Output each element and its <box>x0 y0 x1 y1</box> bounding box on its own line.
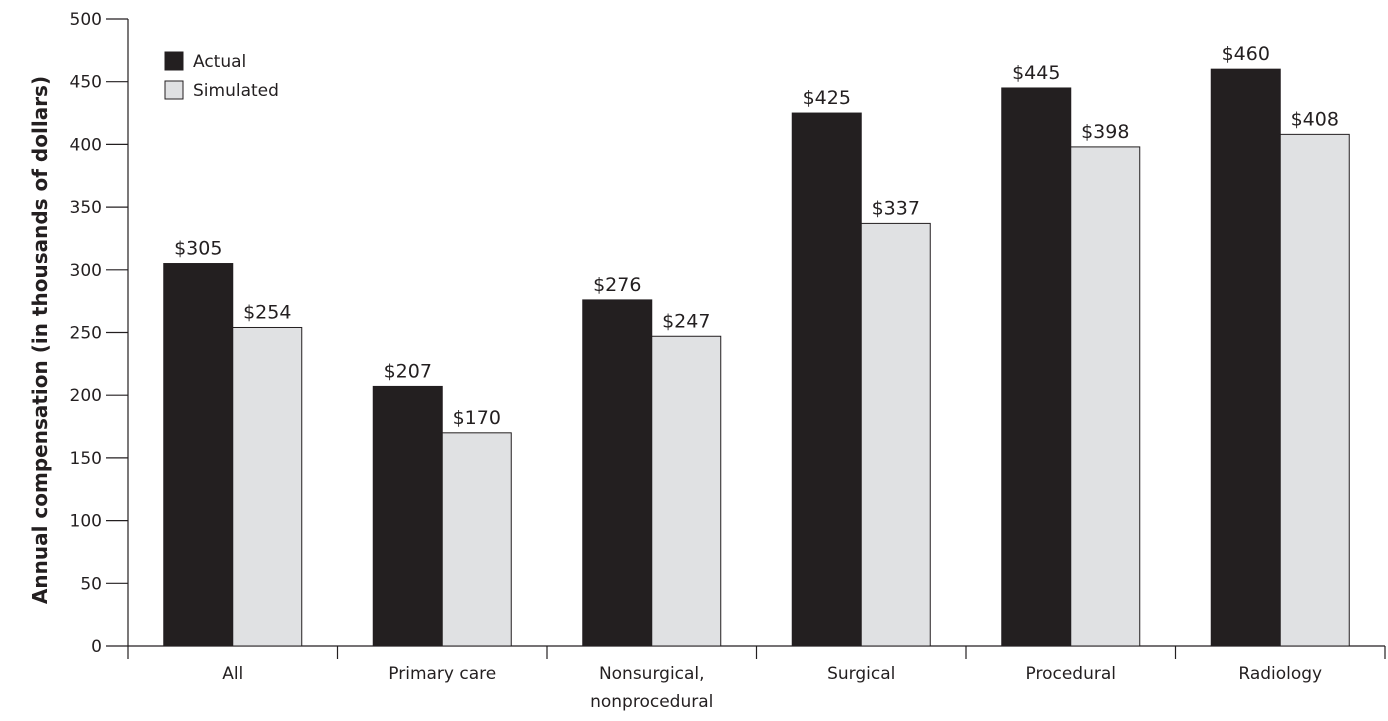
data-label: $337 <box>872 197 920 219</box>
x-category-label-line: All <box>222 664 243 684</box>
data-label: $305 <box>174 238 222 260</box>
x-category-label: Procedural <box>1026 664 1116 684</box>
y-tick-label: 200 <box>70 386 102 406</box>
bar-actual <box>791 112 862 647</box>
bars <box>163 68 1350 647</box>
bar-actual <box>1001 87 1072 647</box>
y-tick-label: 300 <box>70 261 102 281</box>
legend: Actual Simulated <box>164 51 279 101</box>
bar-simulated <box>1279 133 1350 647</box>
x-category-label-line: nonprocedural <box>590 692 713 712</box>
bar-simulated <box>441 432 512 647</box>
bar-actual <box>582 299 653 647</box>
x-category-label-line: Surgical <box>827 664 895 684</box>
y-tick-label: 150 <box>70 449 102 469</box>
x-category-label: Radiology <box>1238 664 1322 684</box>
x-category-label-line: Nonsurgical, <box>599 664 705 684</box>
y-tick-label: 50 <box>80 574 102 594</box>
bar-actual <box>163 263 234 647</box>
bar-simulated <box>651 335 722 647</box>
x-category-label-line: Primary care <box>388 664 496 684</box>
x-category-label-line: Radiology <box>1238 664 1322 684</box>
x-category-label: Primary care <box>388 664 496 684</box>
legend-swatch-actual <box>164 51 184 71</box>
x-category-label: All <box>222 664 243 684</box>
y-tick-label: 400 <box>70 135 102 155</box>
y-tick-label: 350 <box>70 198 102 218</box>
bar-simulated <box>1070 146 1141 647</box>
data-label: $408 <box>1291 108 1339 130</box>
data-label: $247 <box>662 310 710 332</box>
legend-label: Simulated <box>193 81 279 101</box>
y-tick-label: 0 <box>91 637 102 657</box>
y-tick-label: 500 <box>70 10 102 30</box>
data-label: $445 <box>1012 62 1060 84</box>
y-tick-label: 450 <box>70 73 102 93</box>
x-category-label: Surgical <box>827 664 895 684</box>
bar-simulated <box>232 326 303 647</box>
data-label: $398 <box>1081 121 1129 143</box>
axes: 0 50 100 150 200 250 300 350 400 450 500 All Primary… <box>70 10 1386 712</box>
bar-actual <box>1210 68 1281 647</box>
data-label: $425 <box>803 87 851 109</box>
data-label: $276 <box>593 274 641 296</box>
data-label: $207 <box>384 360 432 382</box>
legend-swatch-simulated <box>164 80 184 100</box>
data-label: $254 <box>243 301 291 323</box>
bar-actual <box>372 385 443 647</box>
data-labels: $305 $254 $207 $170 $276 $247 $425 $337 $445 $398… <box>174 43 1339 429</box>
x-category-label: Nonsurgical, nonprocedural <box>590 664 713 712</box>
x-category-label-line: Procedural <box>1026 664 1116 684</box>
bar-simulated <box>860 222 931 647</box>
data-label: $170 <box>453 407 501 429</box>
y-axis-label: Annual compensation (in thousands of dol… <box>28 76 52 604</box>
data-label: $460 <box>1222 43 1270 65</box>
legend-label: Actual <box>193 52 246 72</box>
y-tick-label: 250 <box>70 324 102 344</box>
y-tick-label: 100 <box>70 512 102 532</box>
